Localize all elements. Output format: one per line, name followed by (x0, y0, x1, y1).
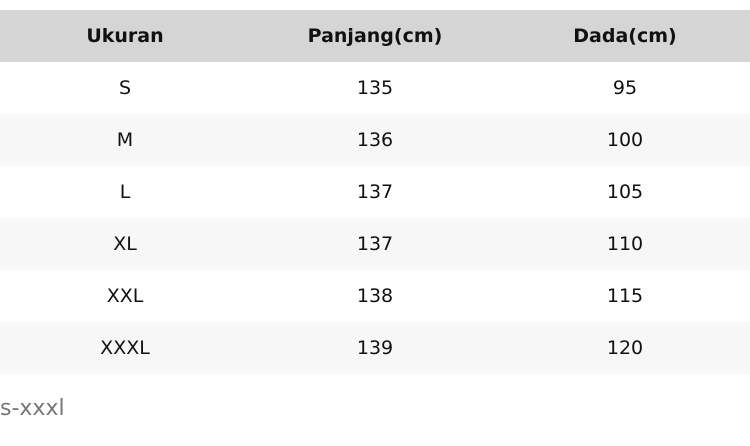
table-row: XXL 138 115 (0, 270, 750, 322)
table-cell: S (118, 77, 132, 99)
table-row: XL 137 110 (0, 218, 750, 270)
table-cell: 135 (356, 77, 394, 99)
size-range-note: s-xxxl (0, 396, 65, 421)
table-cell: XXL (106, 285, 144, 307)
table-cell: L (119, 181, 131, 203)
table-cell: M (0, 114, 250, 166)
header-ukuran: Ukuran (0, 10, 250, 62)
table-row: L 137 105 (0, 166, 750, 218)
table-row: M 136 100 (0, 114, 750, 166)
table-cell: 139 (250, 322, 500, 374)
table-cell: 136 (250, 114, 500, 166)
table-cell: XL (0, 218, 250, 270)
header-dada: Dada(cm) (500, 10, 750, 62)
table-row: XXXL 139 120 (0, 322, 750, 374)
table-cell: 137 (250, 218, 500, 270)
table-cell: 120 (500, 322, 750, 374)
table-cell: 110 (500, 218, 750, 270)
table-cell: 95 (612, 77, 638, 99)
header-row: Ukuran Panjang(cm) Dada(cm) (0, 10, 750, 62)
size-chart-table: Ukuran Panjang(cm) Dada(cm) S 135 95 M 136 10… (0, 10, 750, 374)
table-cell: XXXL (0, 322, 250, 374)
table-row: S 135 95 (0, 62, 750, 114)
table-cell: 100 (500, 114, 750, 166)
table-cell: 138 (356, 285, 394, 307)
table-cell: 137 (356, 181, 394, 203)
table-cell: 115 (606, 285, 644, 307)
table-cell: 105 (606, 181, 644, 203)
header-panjang: Panjang(cm) (250, 10, 500, 62)
